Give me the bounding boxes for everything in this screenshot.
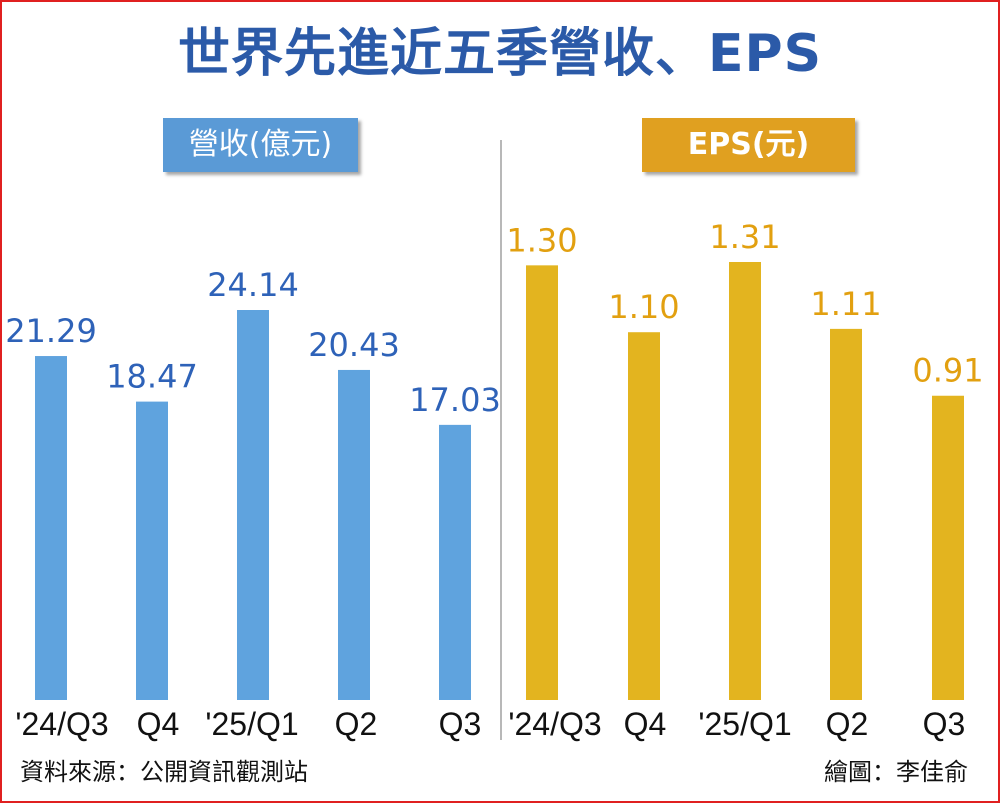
revenue-tick-label-0: '24/Q3	[15, 706, 108, 742]
eps-value-label-1: 1.10	[608, 288, 679, 326]
eps-value-label-3: 1.11	[810, 285, 881, 323]
revenue-value-label-0: 21.29	[5, 312, 97, 350]
revenue-value-label-1: 18.47	[106, 358, 198, 396]
eps-bar-4	[932, 395, 964, 700]
eps-tick-label-3: Q2	[826, 706, 869, 742]
panel-divider	[500, 140, 502, 740]
revenue-bar-2	[237, 310, 269, 700]
eps-bar-2	[729, 262, 761, 700]
revenue-bar-0	[35, 356, 67, 700]
revenue-tick-label-3: Q2	[335, 706, 378, 742]
eps-bar-3	[830, 328, 862, 700]
eps-tick-label-2: '25/Q1	[698, 706, 791, 742]
revenue-panel-header: 營收(億元)	[163, 118, 358, 172]
eps-value-label-2: 1.31	[709, 218, 780, 256]
revenue-bar-3	[338, 369, 370, 700]
eps-tick-label-0: '24/Q3	[508, 706, 601, 742]
graphic-credit: 繪圖：李佳俞	[824, 758, 968, 786]
revenue-value-label-3: 20.43	[308, 326, 400, 364]
eps-panel-header: EPS(元)	[642, 118, 855, 172]
revenue-bar-1	[136, 401, 168, 700]
revenue-value-label-4: 17.03	[409, 381, 501, 419]
revenue-tick-label-4: Q3	[439, 706, 482, 742]
eps-bar-1	[628, 332, 660, 700]
revenue-tick-label-1: Q4	[137, 706, 180, 742]
eps-value-label-0: 1.30	[506, 221, 577, 259]
eps-value-label-4: 0.91	[912, 352, 983, 390]
revenue-value-label-2: 24.14	[207, 266, 299, 304]
chart-title: 世界先進近五季營收、EPS	[177, 24, 823, 84]
eps-bar-0	[526, 265, 558, 700]
eps-tick-label-4: Q3	[923, 706, 966, 742]
revenue-tick-label-2: '25/Q1	[205, 706, 298, 742]
eps-tick-label-1: Q4	[624, 706, 667, 742]
data-source: 資料來源：公開資訊觀測站	[20, 758, 308, 786]
revenue-bar-4	[439, 424, 471, 700]
